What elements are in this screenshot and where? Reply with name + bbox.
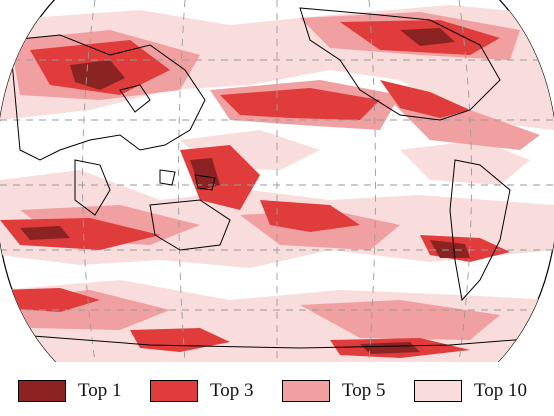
top1-regions	[20, 28, 470, 354]
legend-label-top5: Top 5	[342, 380, 386, 401]
graticule	[0, 0, 554, 362]
heat-layer	[0, 5, 554, 362]
legend-swatch-top1	[18, 380, 66, 402]
legend: Top 1 Top 3 Top 5 Top 10	[0, 368, 554, 416]
coastlines	[9, 7, 541, 349]
legend-label-top1: Top 1	[78, 380, 122, 401]
legend-swatch-top3	[150, 380, 198, 402]
legend-label-top10: Top 10	[474, 380, 528, 401]
legend-label-top3: Top 3	[210, 380, 254, 401]
world-map	[0, 0, 554, 362]
legend-swatch-top10	[414, 380, 462, 402]
legend-swatch-top5	[282, 380, 330, 402]
